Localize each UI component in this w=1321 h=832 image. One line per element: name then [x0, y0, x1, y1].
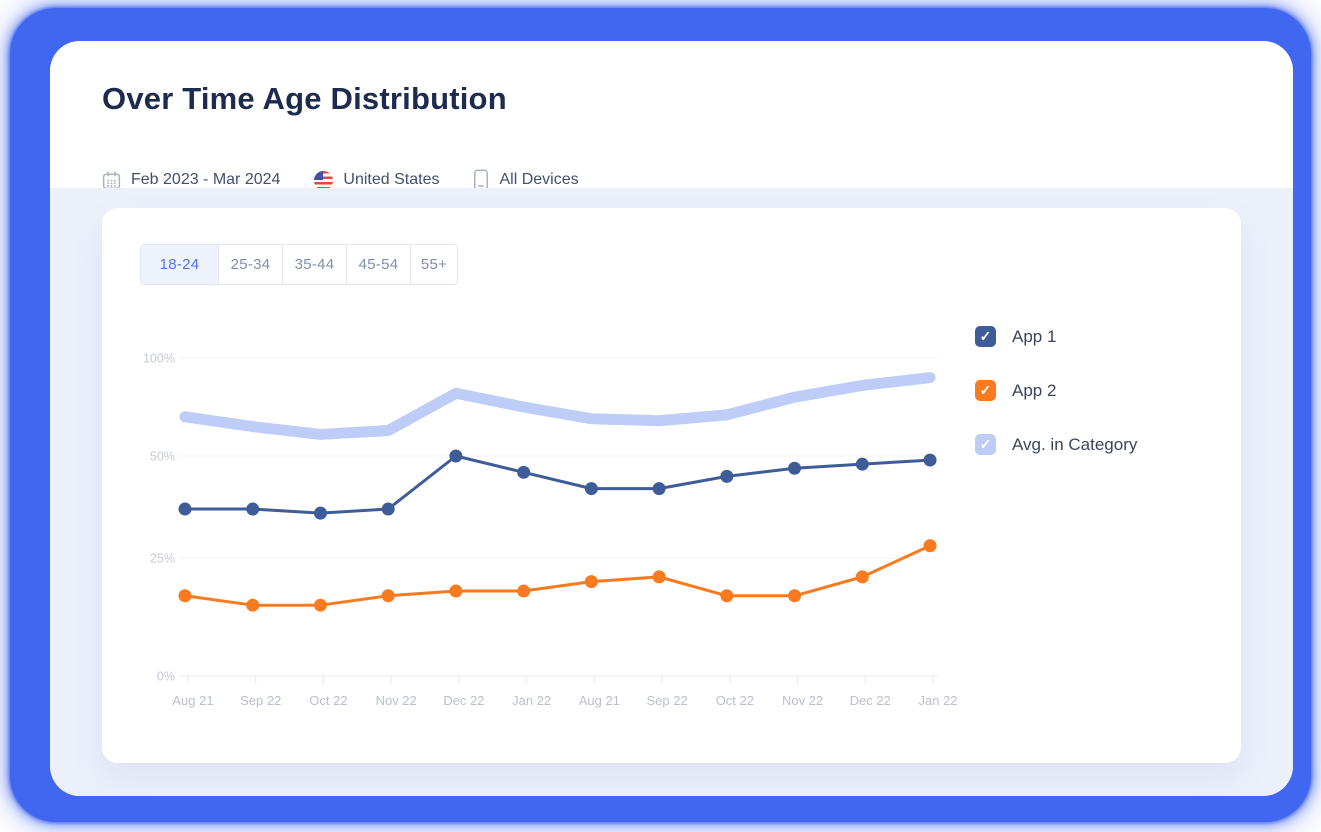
- x-axis-label: Jan 22: [919, 693, 958, 708]
- date-range-item: Feb 2023 - Mar 2024: [102, 170, 281, 190]
- checkbox-checked-icon[interactable]: ✓: [975, 434, 996, 455]
- header: Over Time Age Distribution: [50, 41, 1293, 191]
- data-point: [652, 482, 666, 496]
- x-axis-label: Sep 22: [240, 693, 281, 708]
- chart-legend: ✓ App 1 ✓ App 2 ✓ Avg. in Category: [975, 326, 1137, 455]
- data-point: [517, 465, 531, 479]
- data-point: [517, 584, 531, 598]
- meta-row: Feb 2023 - Mar 2024 United States: [102, 169, 579, 191]
- x-axis-label: Aug 21: [579, 693, 620, 708]
- legend-item-avg-in-category[interactable]: ✓ Avg. in Category: [975, 434, 1137, 455]
- data-point: [178, 589, 192, 603]
- data-point: [178, 502, 192, 516]
- x-axis-label: Oct 22: [309, 693, 347, 708]
- legend-item-app-2[interactable]: ✓ App 2: [975, 380, 1137, 401]
- country-label: United States: [343, 171, 440, 188]
- age-group-tabs: 18-24 25-34 35-44 45-54 55+: [140, 244, 458, 285]
- x-axis-label: Dec 22: [850, 693, 891, 708]
- us-flag-icon: [314, 170, 334, 190]
- check-icon: ✓: [979, 382, 992, 398]
- y-axis-label: 0%: [157, 670, 175, 684]
- decorative-blue-frame: Over Time Age Distribution: [10, 8, 1311, 822]
- data-point: [720, 469, 734, 483]
- tab-55-plus[interactable]: 55+: [411, 245, 457, 284]
- x-axis-label: Sep 22: [647, 693, 688, 708]
- chart-card: 18-24 25-34 35-44 45-54 55+ 0% 25% 50% 100%…: [102, 208, 1241, 763]
- x-axis-label: Nov 22: [782, 693, 823, 708]
- data-point: [652, 570, 666, 584]
- x-axis-label: Jan 22: [512, 693, 551, 708]
- checkbox-checked-icon[interactable]: ✓: [975, 380, 996, 401]
- data-point: [720, 589, 734, 603]
- data-point: [449, 584, 463, 598]
- data-point: [313, 506, 327, 520]
- series-line-app-1: [185, 454, 931, 515]
- series-line-app-2: [184, 544, 931, 607]
- main-card: Over Time Age Distribution: [50, 41, 1293, 796]
- data-point: [381, 589, 395, 603]
- tab-35-44[interactable]: 35-44: [283, 245, 347, 284]
- x-axis-label: Dec 22: [443, 693, 484, 708]
- y-axis-label: 50%: [150, 450, 175, 464]
- y-axis-label: 100%: [143, 352, 175, 366]
- series-avg-in-category-band: [179, 372, 936, 440]
- data-point: [855, 570, 869, 584]
- data-point: [246, 598, 260, 612]
- age-distribution-chart: 0% 25% 50% 100% Aug 21 Sep 22 Oct 22 Nov 22 Dec …: [143, 352, 958, 709]
- data-point: [313, 598, 327, 612]
- page-title: Over Time Age Distribution: [102, 81, 507, 116]
- check-icon: ✓: [979, 328, 992, 344]
- data-point: [788, 461, 802, 475]
- legend-label: App 2: [1012, 380, 1057, 400]
- legend-label: Avg. in Category: [1012, 434, 1138, 454]
- date-range-label: Feb 2023 - Mar 2024: [131, 171, 281, 188]
- data-point: [584, 482, 598, 496]
- tab-18-24[interactable]: 18-24: [141, 245, 219, 284]
- check-icon: ✓: [979, 436, 992, 452]
- legend-label: App 1: [1012, 326, 1057, 346]
- y-axis-label: 25%: [150, 552, 175, 566]
- data-point: [246, 502, 260, 516]
- checkbox-checked-icon[interactable]: ✓: [975, 326, 996, 347]
- data-point: [584, 575, 598, 589]
- data-point: [923, 453, 937, 467]
- data-point: [855, 457, 869, 471]
- data-point: [449, 449, 463, 463]
- devices-label: All Devices: [499, 171, 579, 188]
- tab-25-34[interactable]: 25-34: [219, 245, 283, 284]
- data-point: [381, 502, 395, 516]
- calendar-icon: [102, 170, 121, 190]
- country-item: United States: [314, 170, 440, 190]
- x-axis-label: Oct 22: [716, 693, 754, 708]
- data-point: [788, 589, 802, 603]
- content-area: 18-24 25-34 35-44 45-54 55+ 0% 25% 50% 100%…: [50, 188, 1293, 796]
- tab-45-54[interactable]: 45-54: [347, 245, 411, 284]
- x-axis-label: Nov 22: [376, 693, 417, 708]
- data-point: [923, 539, 937, 553]
- legend-item-app-1[interactable]: ✓ App 1: [975, 326, 1137, 347]
- x-axis-label: Aug 21: [172, 693, 213, 708]
